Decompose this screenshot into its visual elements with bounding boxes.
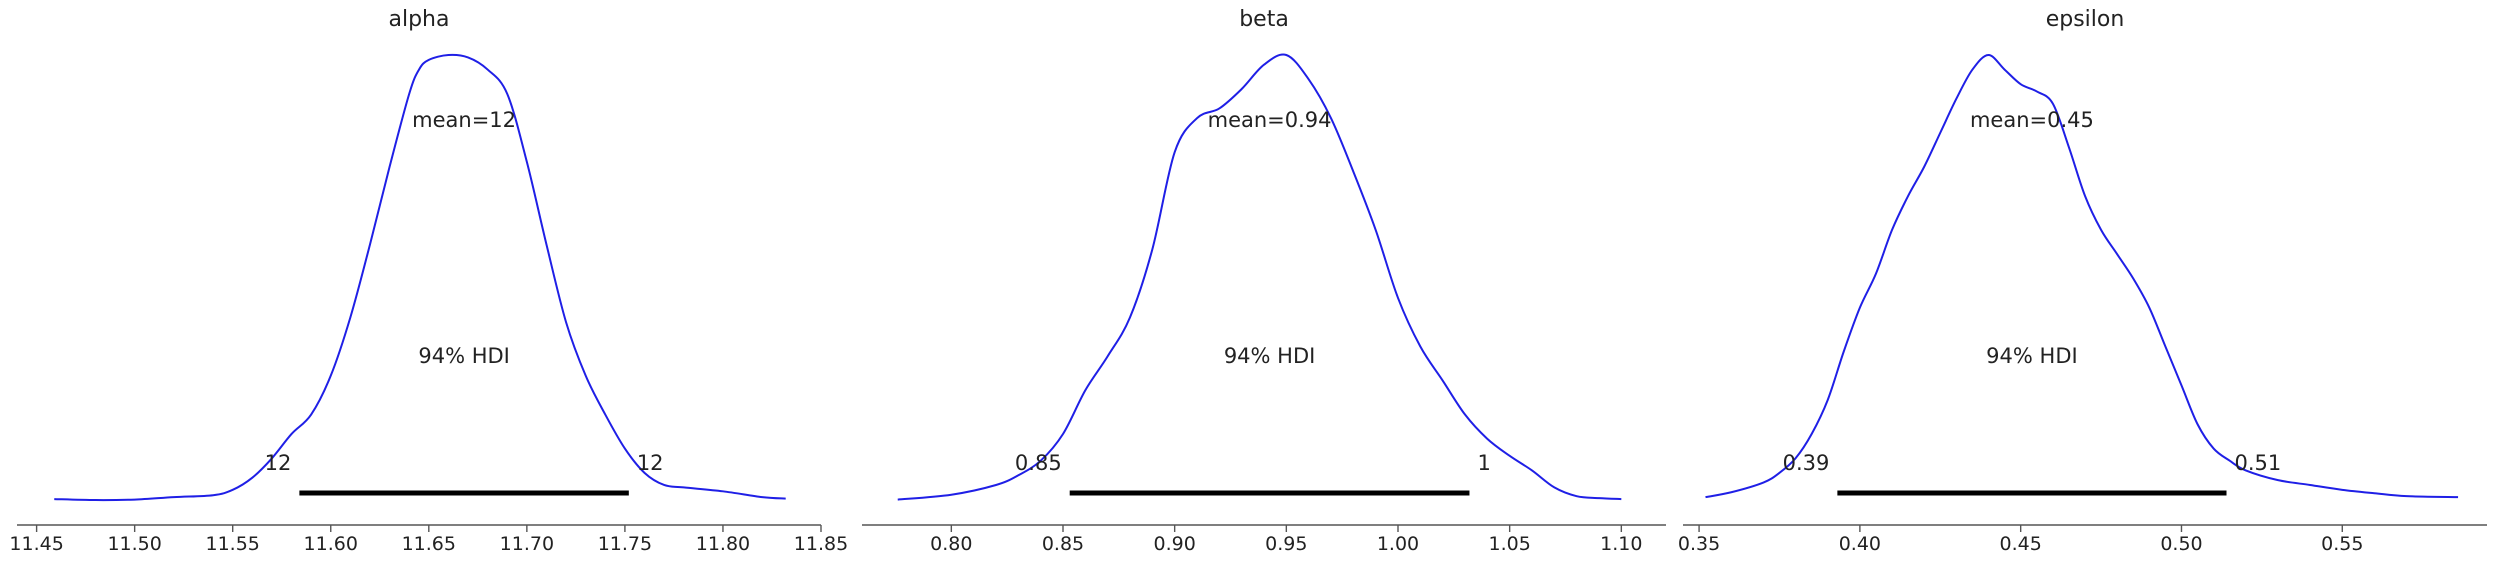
hdi-label: 94% HDI <box>1224 344 1316 368</box>
panel-title: beta <box>1239 7 1289 32</box>
panel-title: epsilon <box>2046 7 2125 32</box>
hdi-low-label: 12 <box>265 451 292 475</box>
mean-label: mean=0.94 <box>1208 108 1332 132</box>
x-tick-label: 0.95 <box>1265 533 1307 555</box>
x-tick-label: 11.65 <box>402 533 456 555</box>
x-tick-label: 0.85 <box>1042 533 1084 555</box>
hdi-high-label: 12 <box>637 451 664 475</box>
x-tick-label: 11.80 <box>696 533 750 555</box>
x-tick-label: 11.70 <box>500 533 554 555</box>
density-curve <box>1705 53 2459 499</box>
x-tick-label: 0.90 <box>1154 533 1196 555</box>
x-tick-label: 11.75 <box>598 533 652 555</box>
panel-beta: beta 0.80 0.85 0.90 0.95 1.00 1.05 1.10 mean=0.9… <box>862 7 1666 555</box>
panel-title: alpha <box>389 7 450 32</box>
hdi-label: 94% HDI <box>418 344 510 368</box>
x-tick-label: 0.35 <box>1678 533 1720 555</box>
hdi-low-label: 0.85 <box>1015 451 1062 475</box>
x-tick-label: 11.55 <box>206 533 260 555</box>
hdi-high-label: 0.51 <box>2235 451 2282 475</box>
panel-alpha: alpha 11.45 11.50 11.55 11.60 11.65 11.70 11.75… <box>9 7 848 555</box>
density-curve <box>54 53 786 502</box>
hdi-low-label: 0.39 <box>1783 451 1830 475</box>
x-tick-label: 1.00 <box>1377 533 1419 555</box>
x-tick-label: 0.80 <box>930 533 972 555</box>
density-curve <box>897 53 1622 501</box>
x-tick-label: 11.45 <box>9 533 63 555</box>
mean-label: mean=12 <box>412 108 516 132</box>
x-tick-label: 0.55 <box>2321 533 2363 555</box>
x-tick-label: 0.50 <box>2160 533 2202 555</box>
x-tick-label: 11.50 <box>107 533 161 555</box>
x-tick-label: 1.05 <box>1489 533 1531 555</box>
hdi-label: 94% HDI <box>1986 344 2078 368</box>
x-tick-label: 11.60 <box>304 533 358 555</box>
x-tick-label: 0.40 <box>1839 533 1881 555</box>
mean-label: mean=0.45 <box>1970 108 2094 132</box>
x-tick-label: 0.45 <box>2000 533 2042 555</box>
panel-epsilon: epsilon 0.35 0.40 0.45 0.50 0.55 mean=0.45 94% … <box>1678 7 2487 555</box>
hdi-high-label: 1 <box>1477 451 1490 475</box>
x-tick-label: 1.10 <box>1600 533 1642 555</box>
x-tick-label: 11.85 <box>794 533 848 555</box>
